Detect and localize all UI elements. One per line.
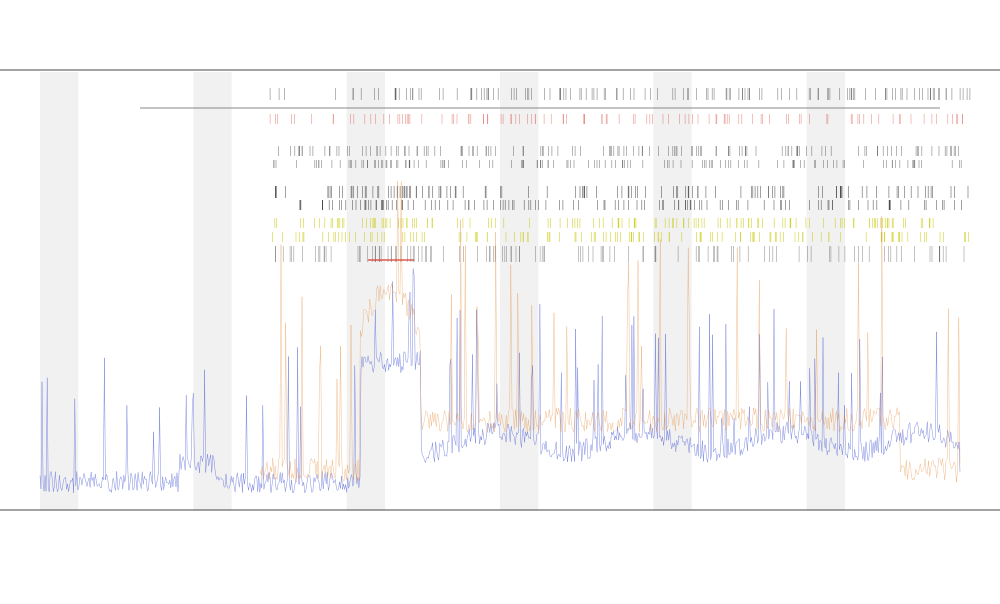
background-band xyxy=(806,72,845,510)
background-band xyxy=(346,72,385,510)
event-row xyxy=(269,88,971,100)
event-marker-rows xyxy=(269,88,971,262)
background-bands xyxy=(40,72,845,510)
event-row xyxy=(299,200,963,210)
event-row xyxy=(274,218,934,228)
background-band xyxy=(500,72,539,510)
blue-signal-trace xyxy=(39,268,961,494)
event-row xyxy=(272,232,970,242)
axes xyxy=(0,69,1000,511)
event-row xyxy=(269,114,963,124)
event-row xyxy=(273,160,962,168)
event-row xyxy=(274,186,969,198)
background-band xyxy=(193,72,232,510)
signal-traces xyxy=(39,181,961,494)
event-row xyxy=(277,146,959,156)
event-row xyxy=(274,246,965,262)
orange-signal-trace xyxy=(259,181,961,483)
background-band xyxy=(40,72,79,510)
